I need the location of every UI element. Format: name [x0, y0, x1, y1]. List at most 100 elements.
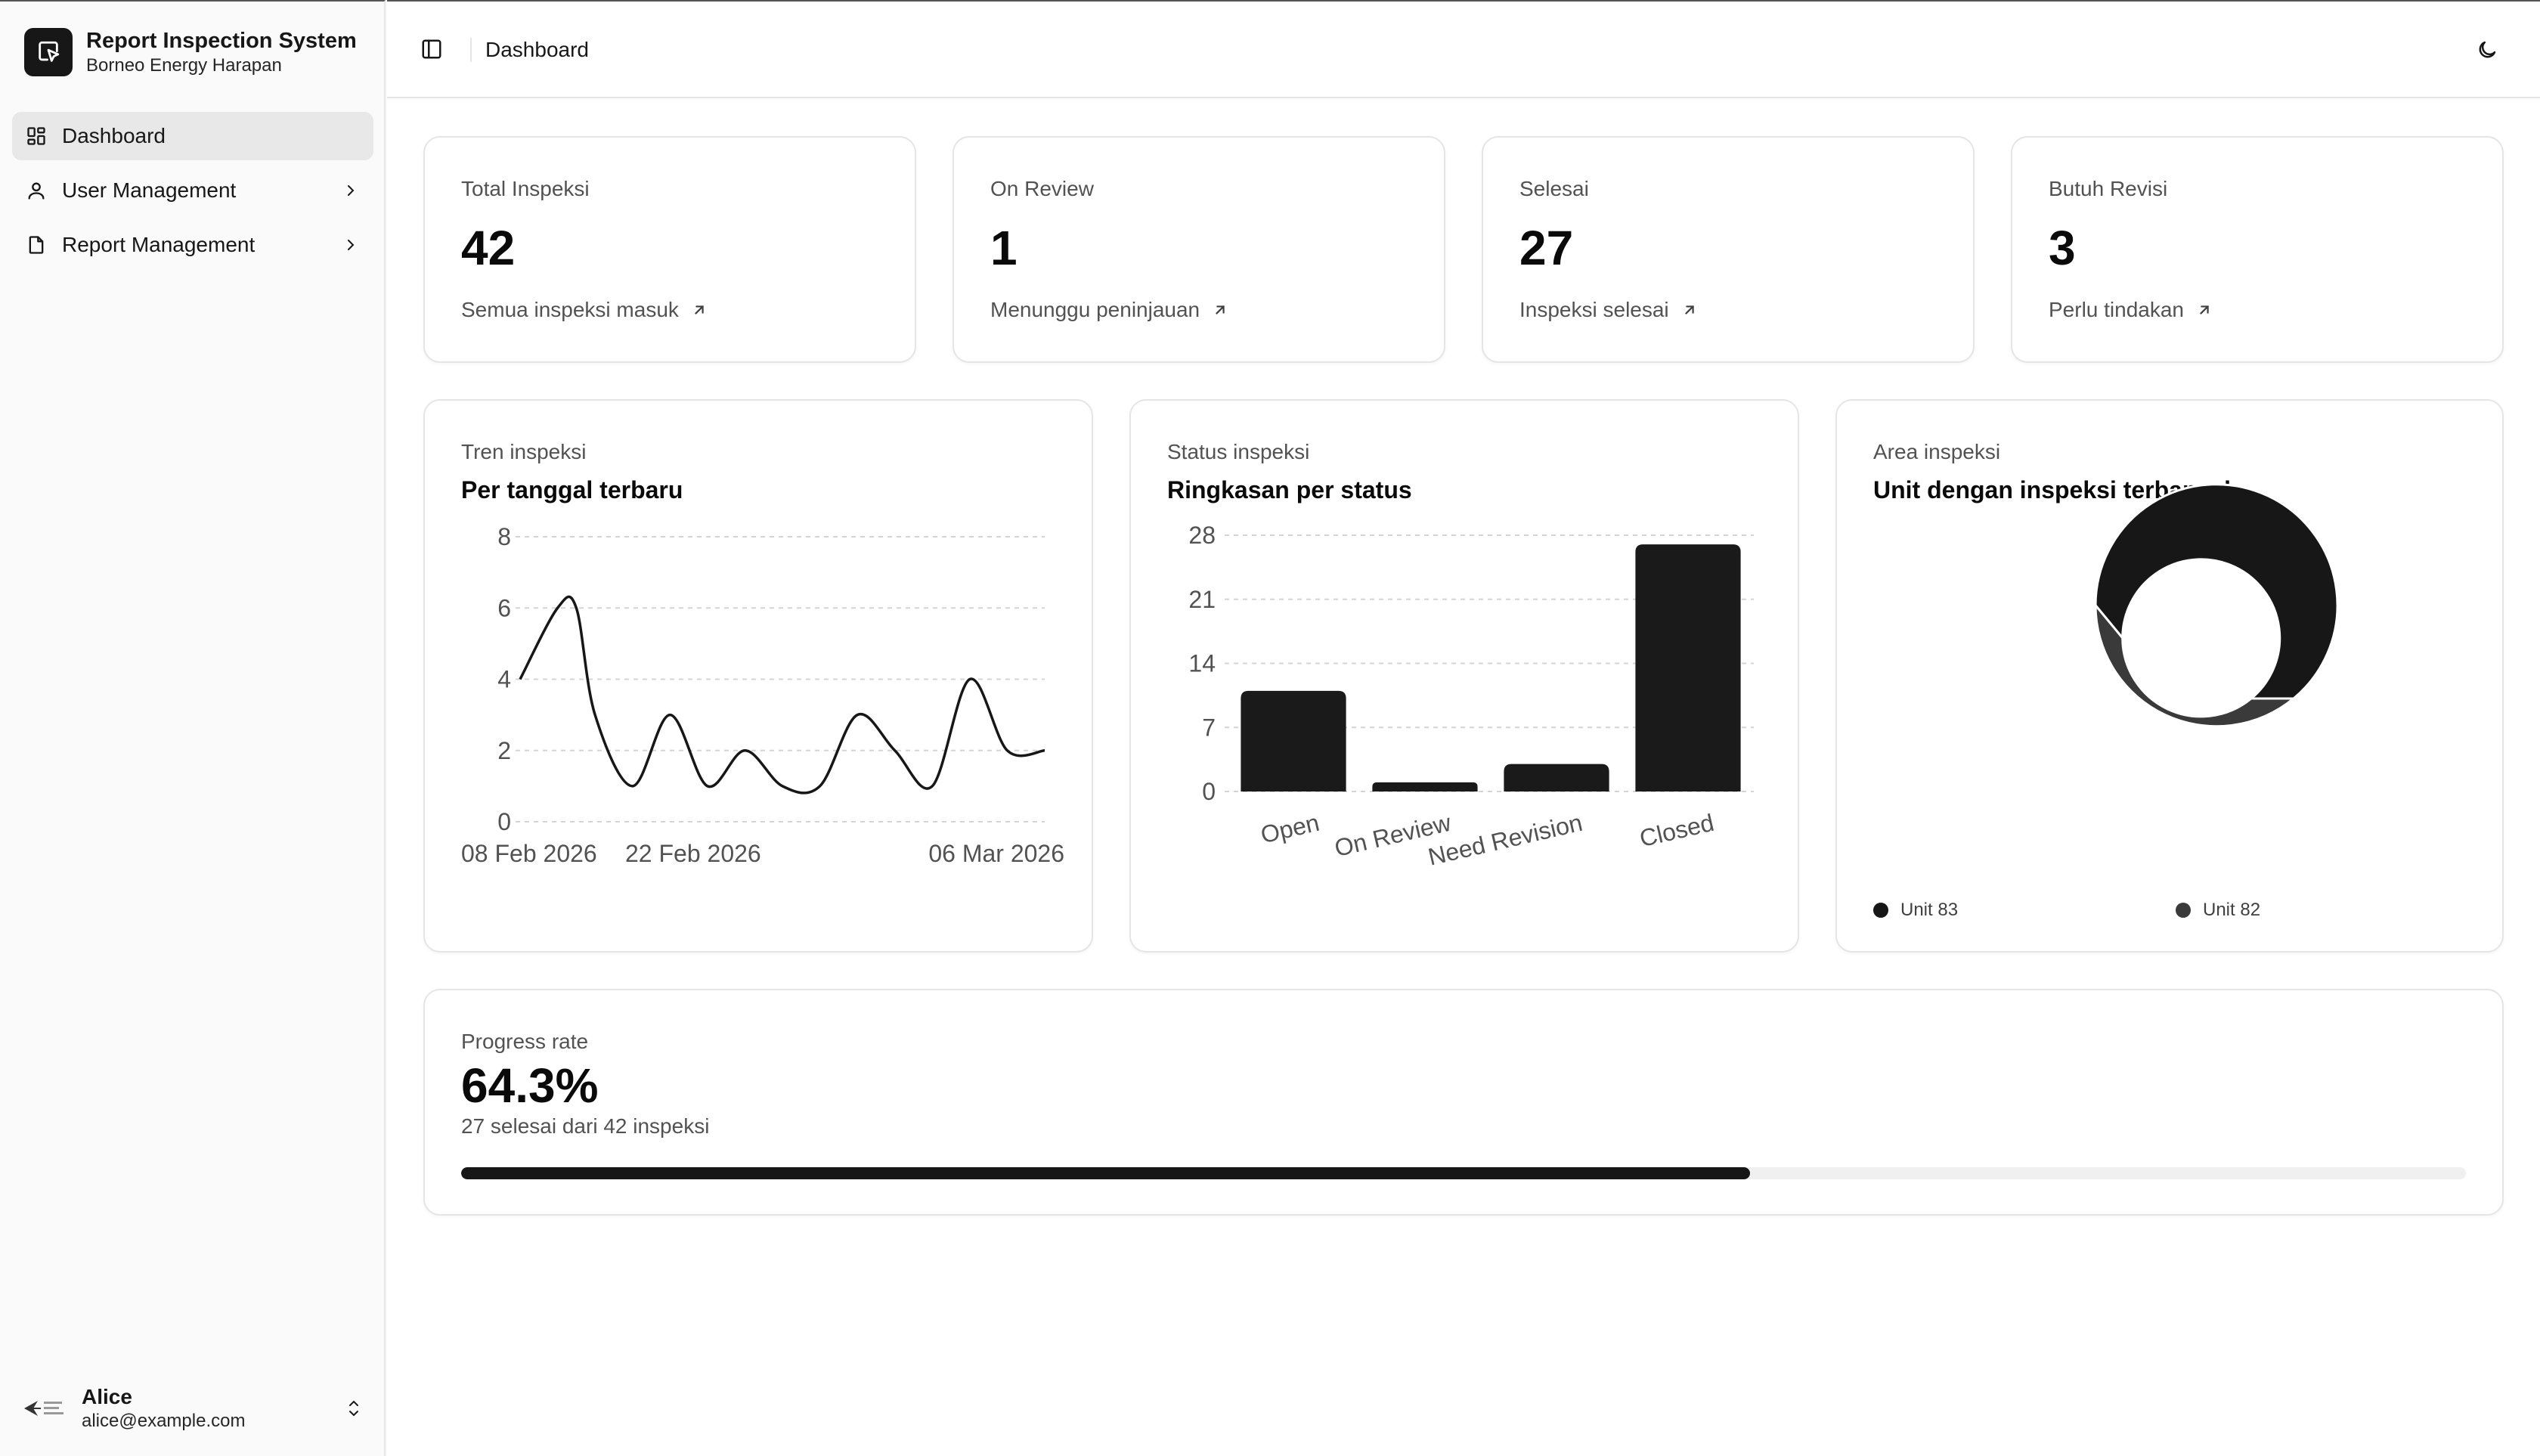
sidebar-toggle-button[interactable] [419, 36, 444, 62]
area-donut-chart [2094, 483, 2339, 728]
sidebar-item-user-management[interactable]: User Management [12, 166, 373, 215]
legend-swatch [1873, 903, 1888, 918]
x-tick-label: 06 Mar 2026 [928, 840, 1064, 867]
stat-label: Butuh Revisi [2049, 177, 2168, 200]
progress-card: Progress rate 64.3% 27 selesai dari 42 i… [423, 989, 2504, 1216]
user-menu[interactable]: Alice alice@example.com [21, 1382, 364, 1435]
main-content: Dashboard Total Inspeksi 42 Semua inspek… [387, 0, 2540, 1456]
app-title: Report Inspection System [86, 29, 357, 53]
bar [1241, 690, 1346, 792]
y-tick-label: 21 [1188, 586, 1216, 613]
sidebar-item-dashboard[interactable]: Dashboard [12, 112, 373, 160]
legend-item: Unit 83 [1873, 900, 1958, 921]
chart-eyebrow: Status inspeksi [1167, 440, 1310, 463]
donut-slice [2094, 602, 2297, 728]
stat-link[interactable]: Perlu tindakan [2049, 298, 2214, 322]
stat-value: 3 [2049, 221, 2076, 275]
y-tick-label: 7 [1202, 714, 1216, 741]
app-subtitle: Borneo Energy Harapan [86, 55, 282, 76]
legend-label: Unit 83 [1900, 900, 1959, 920]
stat-card-butuh-revisi: Butuh Revisi 3 Perlu tindakan [2011, 136, 2504, 363]
brand[interactable]: Report Inspection System Borneo Energy H… [24, 27, 357, 77]
progress-subtitle: 27 selesai dari 42 inspeksi [461, 1114, 710, 1138]
legend-label: Unit 82 [2203, 900, 2261, 920]
donut-slice [2094, 483, 2339, 700]
stat-value: 27 [1519, 221, 1574, 275]
legend-item: Unit 82 [2176, 900, 2260, 921]
theme-toggle-button[interactable] [2472, 35, 2502, 65]
sidebar-nav: Dashboard User Management [12, 112, 373, 275]
sidebar-item-label: Report Management [62, 233, 256, 256]
stat-card-on-review: On Review 1 Menunggu peninjauan [952, 136, 1445, 363]
sidebar: Report Inspection System Borneo Energy H… [0, 0, 386, 1456]
arrow-up-right-icon [691, 301, 709, 319]
progress-track [461, 1167, 2466, 1179]
sidebar-item-label: User Management [62, 178, 237, 202]
company-logo-icon [21, 1389, 71, 1427]
stat-foot-text: Menunggu peninjauan [990, 298, 1200, 321]
x-tick-label: Need Revision [1426, 809, 1585, 871]
chevron-right-icon [340, 234, 361, 256]
arrow-up-right-icon [1212, 301, 1230, 319]
user-email: alice@example.com [82, 1411, 246, 1431]
top-bar: Dashboard [387, 2, 2540, 98]
y-tick-label: 0 [497, 808, 511, 835]
stat-value: 1 [990, 221, 1018, 275]
x-tick-label: 08 Feb 2026 [461, 840, 597, 867]
arrow-up-right-icon [2196, 301, 2214, 319]
chart-title: Per tanggal terbaru [461, 476, 683, 503]
file-icon [24, 233, 48, 257]
chevron-right-icon [340, 180, 361, 201]
y-tick-label: 0 [1202, 778, 1216, 805]
stat-value: 42 [461, 221, 516, 275]
stat-link[interactable]: Menunggu peninjauan [990, 298, 1230, 322]
y-tick-label: 2 [497, 737, 511, 764]
stat-label: Total Inspeksi [461, 177, 590, 200]
stat-label: Selesai [1519, 177, 1589, 200]
dashboard-icon [24, 124, 48, 148]
sidebar-item-report-management[interactable]: Report Management [12, 221, 373, 269]
bar [1504, 764, 1609, 792]
x-tick-label: Open [1258, 809, 1321, 849]
progress-value: 64.3% [461, 1058, 599, 1113]
y-tick-label: 14 [1188, 650, 1216, 677]
stat-link[interactable]: Semua inspeksi masuk [461, 298, 709, 322]
moon-icon [2479, 41, 2496, 58]
chevrons-up-down-icon[interactable] [343, 1398, 364, 1419]
stat-card-selesai: Selesai 27 Inspeksi selesai [1482, 136, 1975, 363]
user-name: Alice [82, 1385, 132, 1408]
y-tick-label: 4 [497, 666, 511, 693]
arrow-up-right-icon [1681, 301, 1699, 319]
status-chart-card: Status inspeksi Ringkasan per status 0 7 1… [1129, 399, 1799, 953]
progress-label: Progress rate [461, 1030, 589, 1053]
user-icon [24, 178, 48, 203]
x-tick-label: Closed [1637, 809, 1716, 852]
breadcrumb: Dashboard [485, 38, 589, 61]
y-tick-label: 6 [497, 594, 511, 621]
trend-line-chart: 0 2 4 6 8 08 Feb 2026 22 Feb 2026 06 Mar 2026 [461, 523, 1064, 867]
legend-swatch [2176, 903, 2191, 918]
y-tick-label: 8 [497, 523, 511, 550]
app-logo-icon [24, 28, 73, 76]
sidebar-item-label: Dashboard [62, 124, 166, 147]
trend-line [519, 595, 1045, 795]
panel-left-icon [422, 39, 441, 59]
chart-eyebrow: Area inspeksi [1873, 440, 2001, 463]
x-tick-label: 22 Feb 2026 [625, 840, 761, 867]
stat-card-total: Total Inspeksi 42 Semua inspeksi masuk [423, 136, 916, 363]
y-tick-label: 28 [1188, 522, 1216, 549]
progress-fill [461, 1167, 1751, 1179]
stat-label: On Review [990, 177, 1094, 200]
chart-eyebrow: Tren inspeksi [461, 440, 587, 463]
stat-foot-text: Semua inspeksi masuk [461, 298, 679, 321]
bar [1372, 782, 1478, 792]
divider [470, 38, 472, 62]
area-chart-card: Area inspeksi Unit dengan inspeksi terba… [1835, 399, 2504, 953]
stat-foot-text: Perlu tindakan [2049, 298, 2185, 321]
chart-title: Ringkasan per status [1167, 476, 1412, 503]
stat-foot-text: Inspeksi selesai [1519, 298, 1669, 321]
stat-link[interactable]: Inspeksi selesai [1519, 298, 1699, 322]
